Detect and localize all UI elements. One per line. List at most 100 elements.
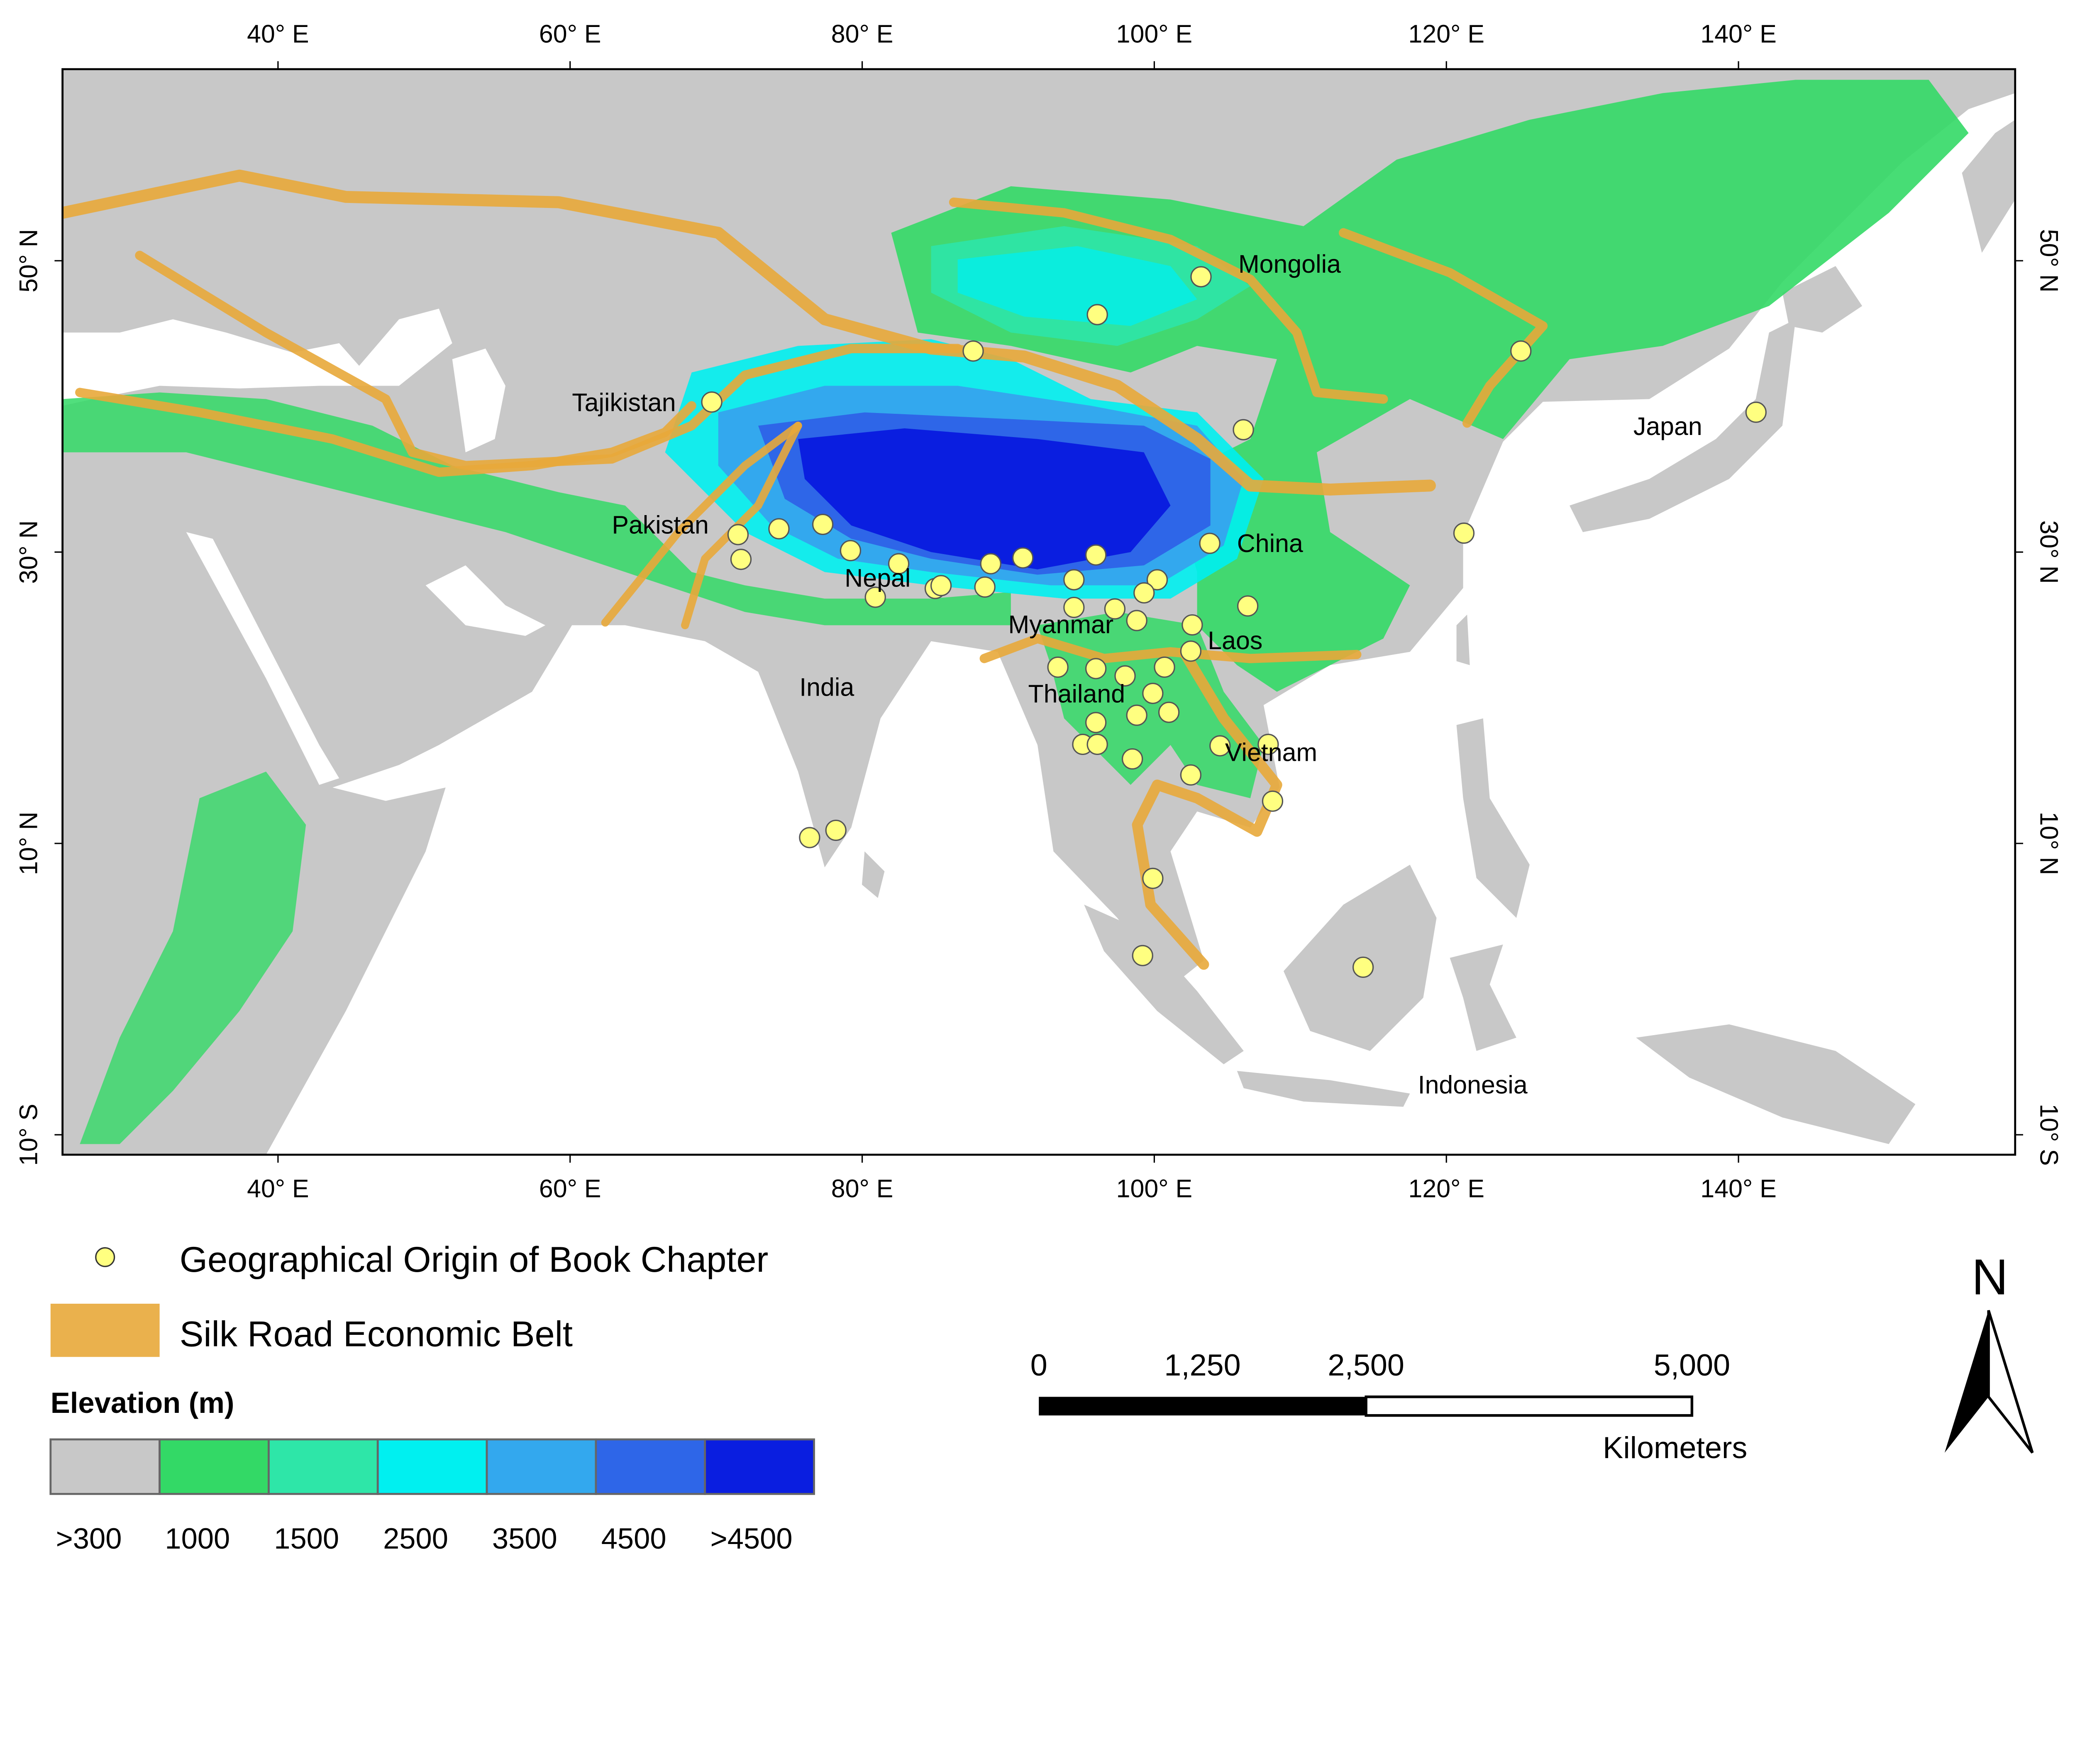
chapter-origin-point: [1086, 733, 1108, 755]
chapter-origin-point: [1180, 764, 1202, 786]
elevation-class-label: 4500: [601, 1522, 666, 1555]
country-label-tajikistan: Tajikistan: [572, 388, 676, 416]
persian-gulf: [425, 565, 546, 636]
sri-lanka: [862, 851, 885, 898]
legend: Geographical Origin of Book Chapter Silk…: [49, 1240, 815, 1555]
chapter-origin-point: [930, 575, 952, 596]
chapter-origin-point: [1012, 547, 1034, 569]
chapter-origin-point: [1085, 712, 1107, 733]
map-frame: [61, 68, 2016, 1156]
chapter-origin-point: [1146, 569, 1168, 591]
elevation-class-label: 1500: [274, 1522, 339, 1555]
lon-tick-label-top: 100° E: [1116, 20, 1192, 48]
scale-bar-white: [1365, 1395, 1694, 1417]
country-label-myanmar: Myanmar: [1008, 611, 1113, 639]
scale-label-2500: 2,500: [1328, 1348, 1404, 1382]
north-arrow-icon-outline: [1987, 1310, 2034, 1454]
new-guinea: [1636, 1024, 1916, 1144]
chapter-origin-point: [730, 549, 752, 570]
belt-western: [75, 388, 696, 477]
chapter-origin-point: [1142, 682, 1164, 704]
elevation-swatch: [376, 1438, 488, 1495]
country-label-china: China: [1237, 529, 1303, 557]
chapter-origin-point: [825, 819, 847, 841]
lon-tick-label-top: 60° E: [539, 20, 601, 48]
chapter-origin-point: [1199, 533, 1221, 554]
lat-tick-label-right: 50° N: [2035, 229, 2063, 293]
chapter-origin-point: [1085, 544, 1107, 566]
chapter-origin-point: [1453, 522, 1475, 544]
chapter-origin-point: [1182, 614, 1203, 636]
elevation-class-label: >300: [56, 1522, 122, 1555]
chapter-origin-point: [1142, 867, 1164, 889]
country-label-india: India: [799, 673, 854, 701]
chapter-origin-point: [840, 540, 862, 562]
elevation-swatch: [49, 1438, 161, 1495]
scale-unit: Kilometers: [1603, 1430, 1747, 1465]
legend-point-label: Geographical Origin of Book Chapter: [180, 1240, 769, 1280]
chapter-origin-point: [1132, 945, 1153, 966]
chapter-origin-point: [1063, 569, 1085, 591]
japan: [1570, 319, 1796, 533]
lon-tick-label-bottom: 40° E: [247, 1175, 309, 1203]
red-sea: [186, 532, 339, 785]
scale-label-0: 0: [1030, 1348, 1047, 1382]
lat-tick-label-left: 50° N: [15, 229, 43, 293]
legend-belt-swatch: [50, 1304, 160, 1357]
lat-tick-label-right: 30° N: [2035, 520, 2063, 584]
elevation-swatch: [268, 1438, 379, 1495]
elevation-legend: >300 1000 1500 2500 3500 4500 >4500: [49, 1438, 815, 1555]
lon-tick-label-top: 140° E: [1700, 20, 1776, 48]
chapter-origin-point: [1086, 304, 1108, 325]
elevation-class-label: >4500: [710, 1522, 793, 1555]
country-labels: Mongolia Tajikistan Japan Pakistan China…: [572, 250, 1702, 1099]
scale-label-5000: 5,000: [1654, 1348, 1730, 1382]
chapter-origin-points: [701, 266, 1767, 978]
chapter-origin-point: [1257, 733, 1279, 755]
indian-pacific-ocean: [266, 93, 2015, 1155]
elevation-class-label: 2500: [383, 1522, 448, 1555]
elevation-above-4500: [798, 428, 1171, 569]
kamchatka: [1962, 120, 2015, 253]
north-label: N: [1972, 1249, 2008, 1305]
belt-mongolia: [949, 197, 1388, 404]
country-label-laos: Laos: [1208, 626, 1262, 655]
chapter-origin-point: [1209, 735, 1231, 757]
lon-tick-label-top: 80° E: [831, 20, 893, 48]
elevation-swatch: [704, 1438, 815, 1495]
lon-tick-label-bottom: 140° E: [1700, 1175, 1776, 1203]
chapter-origin-point: [1126, 704, 1147, 726]
chapter-origin-point: [1745, 401, 1767, 423]
scale-bar-black: [1039, 1397, 1366, 1416]
chapter-origin-point: [1133, 582, 1155, 604]
country-label-nepal: Nepal: [845, 564, 911, 592]
chapter-origin-point: [962, 340, 984, 362]
chapter-origin-point: [1063, 596, 1085, 618]
scale-label-1250: 1,250: [1164, 1348, 1240, 1382]
chapter-origin-point: [974, 576, 996, 598]
elevation-swatch: [159, 1438, 270, 1495]
north-arrow: N: [1944, 1249, 2034, 1454]
elevation-1000-africa: [80, 771, 306, 1144]
country-label-indonesia: Indonesia: [1418, 1071, 1528, 1099]
chapter-origin-point: [888, 553, 910, 574]
caspian-sea: [452, 348, 505, 452]
chapter-origin-point: [1262, 790, 1284, 812]
lon-tick-label-top: 120° E: [1409, 20, 1484, 48]
chapter-origin-point: [701, 391, 723, 413]
elevation-class-label: 3500: [492, 1522, 557, 1555]
chapter-origin-point: [864, 586, 886, 608]
belt-pakistan-1: [601, 422, 802, 627]
country-label-japan: Japan: [1633, 412, 1702, 440]
lat-tick-label-right: 10° N: [2035, 812, 2063, 875]
belt-mekong: [979, 634, 1362, 663]
country-label-pakistan: Pakistan: [612, 511, 708, 539]
belt-northeast: [1338, 228, 1548, 428]
map-figure: Mongolia Tajikistan Japan Pakistan China…: [15, 20, 2063, 1555]
chapter-origin-point: [1352, 956, 1374, 978]
chapter-origin-point: [1047, 656, 1069, 678]
sumatra: [1084, 904, 1244, 1065]
graticule-ticks: 40° E 40° E 60° E 60° E 80° E 80° E 100° E 100°…: [15, 20, 2063, 1203]
country-label-mongolia: Mongolia: [1238, 250, 1341, 278]
lat-tick-label-left: 30° N: [15, 520, 43, 584]
